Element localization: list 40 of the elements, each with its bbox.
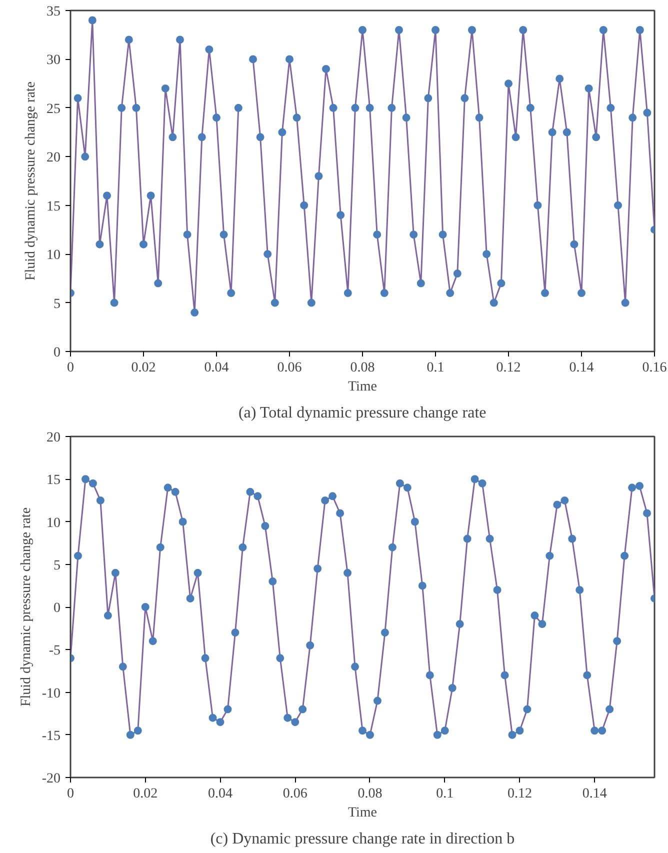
x-tick-label: 0 — [67, 360, 74, 376]
x-tick-label: 0.02 — [131, 360, 156, 376]
x-tick-label: 0.14 — [569, 360, 594, 376]
x-tick-label: 0 — [67, 786, 74, 802]
y-tick-label: 20 — [46, 430, 60, 446]
text: (a) Total dynamic pressure change rate — [238, 404, 486, 422]
x-axis-title: Time — [348, 380, 378, 394]
y-tick-label: -20 — [42, 772, 61, 786]
y-tick-label: 5 — [54, 296, 60, 312]
x-tick-label: 0.1 — [426, 360, 444, 376]
x-tick-label: 0.12 — [496, 360, 521, 376]
x-tick-label: 0.06 — [282, 786, 308, 802]
x-tick-label: 0.06 — [277, 360, 302, 376]
y-tick-label: 35 — [46, 4, 60, 20]
y-tick-label: 25 — [46, 102, 60, 117]
x-tick-label: 0.04 — [208, 786, 232, 802]
y-tick-label: 0 — [54, 601, 60, 616]
y-tick-label: 10 — [46, 516, 60, 531]
y-tick-label: 15 — [46, 473, 60, 488]
x-tick-label: 0.1 — [436, 786, 454, 802]
y-tick-label: 20 — [46, 150, 60, 166]
y-tick-label: 10 — [46, 248, 60, 264]
x-tick-label: 0.08 — [350, 360, 375, 376]
y-tick-label: 30 — [46, 53, 60, 68]
x-tick-label: 0.12 — [507, 786, 532, 802]
x-tick-label: 0.16 — [642, 360, 667, 376]
y-tick-label: 5 — [54, 558, 60, 574]
x-tick-label: 0.02 — [133, 786, 158, 802]
y-axis-title: Fluid dynamic pressure change rate — [24, 81, 38, 281]
x-tick-label: 0.08 — [358, 786, 382, 802]
y-axis-title: Fluid dynamic pressure change rate — [18, 507, 34, 707]
y-tick-label: -10 — [42, 686, 61, 702]
x-tick-label: 0.04 — [204, 360, 229, 376]
y-tick-label: -15 — [42, 728, 61, 744]
y-tick-label: -5 — [48, 644, 61, 659]
y-tick-label: 0 — [54, 346, 60, 360]
x-tick-label: 0.14 — [582, 786, 607, 802]
y-tick-label: 15 — [46, 199, 60, 214]
x-axis-title: Time — [348, 806, 378, 820]
text: (c) Dynamic pressure change rate in direction b — [210, 830, 515, 848]
